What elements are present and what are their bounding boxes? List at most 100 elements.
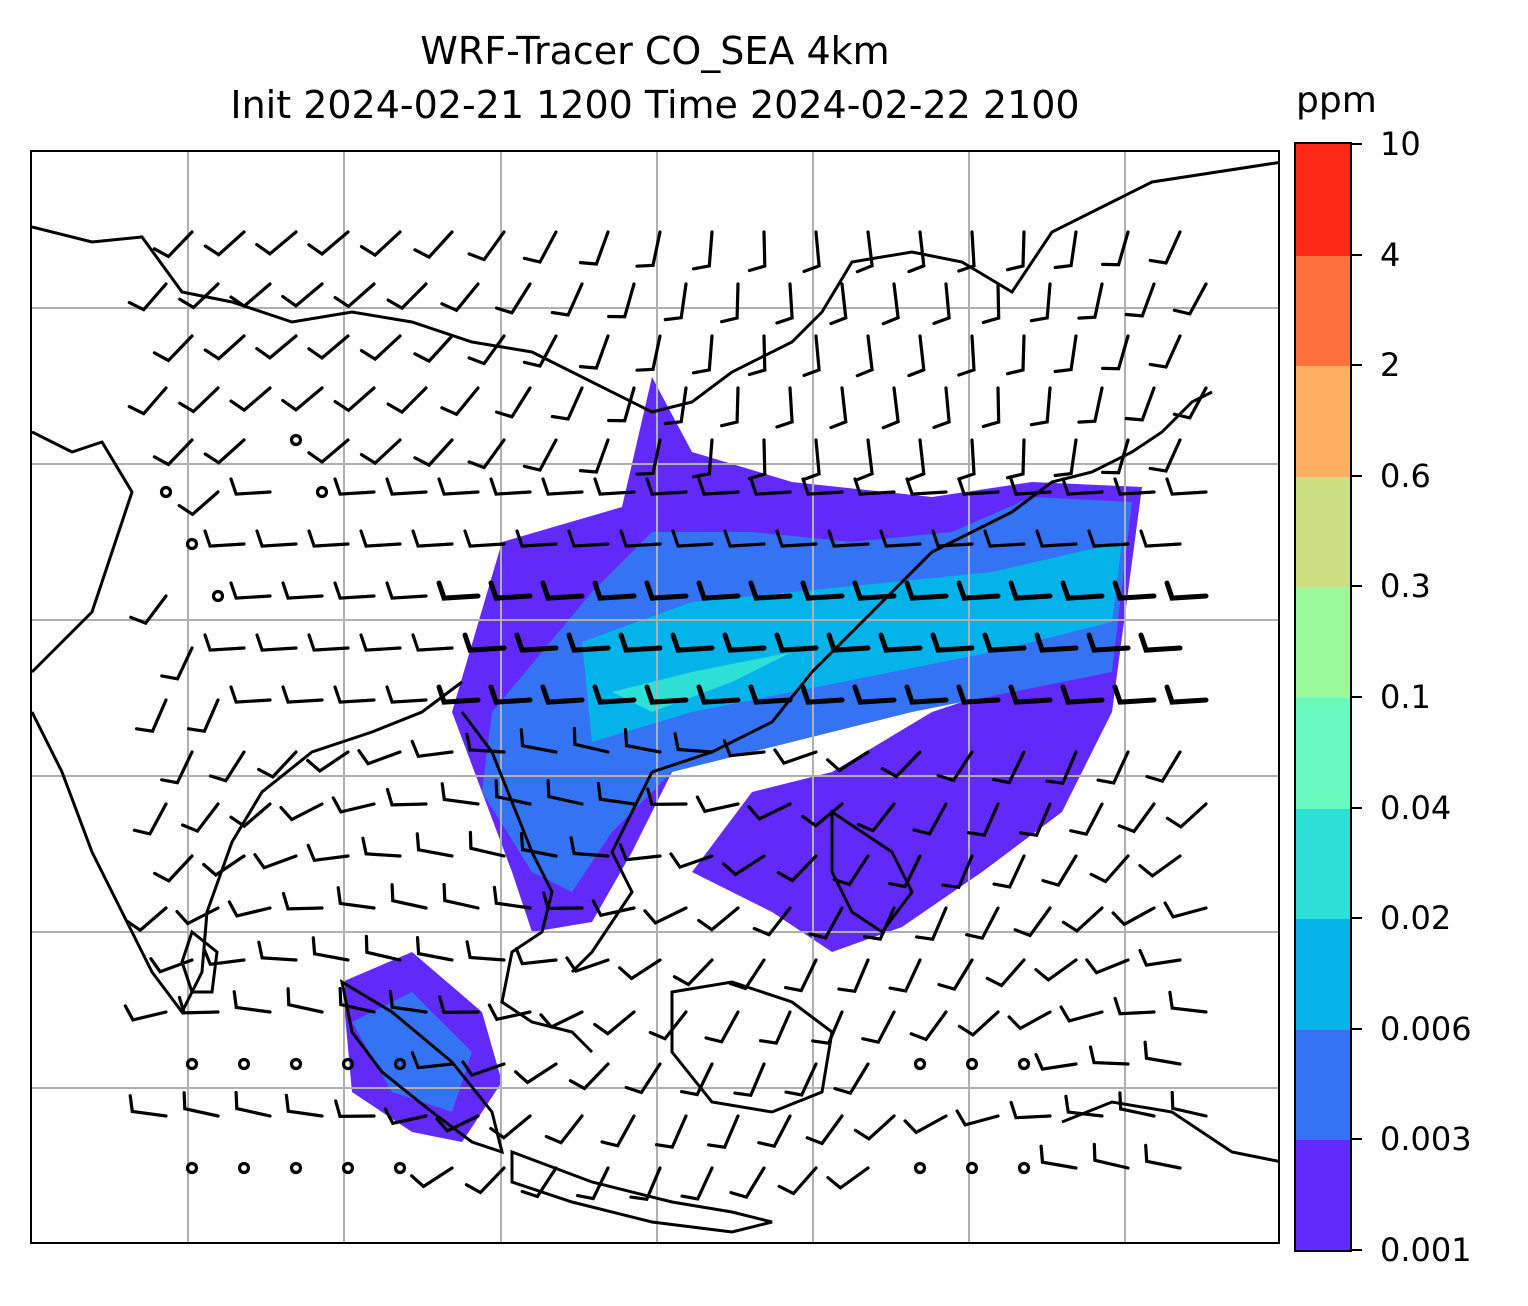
wind-barb <box>932 282 951 325</box>
wind-barb <box>618 632 663 653</box>
calm-circle <box>185 537 199 551</box>
wind-barb <box>178 386 220 414</box>
colorbar-tick <box>1352 1138 1362 1141</box>
wind-barb <box>522 334 558 368</box>
coastline-west <box>32 430 134 674</box>
colorbar-segment <box>1296 586 1350 698</box>
wind-barb <box>542 891 584 911</box>
wind-barb <box>411 633 454 652</box>
wind-barb <box>592 684 637 705</box>
wind-barb <box>435 1114 480 1133</box>
wind-barb <box>907 230 926 274</box>
wind-barb <box>593 477 636 496</box>
wind-barb <box>540 580 585 601</box>
wind-barb <box>514 1062 558 1085</box>
wind-barb <box>578 438 610 474</box>
wind-barb <box>567 529 610 548</box>
wind-barb <box>359 633 402 652</box>
wind-barb <box>494 779 532 806</box>
wind-barb <box>936 750 974 783</box>
wind-barb <box>957 477 1000 496</box>
wind-barb <box>758 1010 792 1045</box>
wind-barb <box>1117 802 1156 834</box>
wind-barb <box>643 906 688 925</box>
wind-barb <box>1170 1090 1208 1118</box>
wind-barb <box>410 1166 454 1189</box>
wind-barb <box>1148 230 1182 265</box>
wind-barb <box>234 1091 272 1118</box>
wind-barb <box>572 726 610 754</box>
wind-barb <box>307 334 350 361</box>
calm-circle <box>341 1057 355 1071</box>
wind-barb <box>1007 1010 1052 1031</box>
wind-barb <box>903 1114 948 1135</box>
wind-barb <box>202 854 246 878</box>
wind-barb <box>522 438 558 472</box>
coastline-srilanka <box>180 929 219 994</box>
wind-barb <box>1101 438 1130 475</box>
wind-barb <box>1139 529 1182 548</box>
wind-barb <box>442 883 480 910</box>
wind-barb <box>1008 684 1053 705</box>
wind-barb <box>1008 580 1053 601</box>
wind-barb <box>203 438 246 465</box>
wind-barb <box>722 854 766 877</box>
wind-barb <box>386 386 428 415</box>
wind-barb <box>281 386 324 412</box>
wind-barb <box>775 282 794 325</box>
wind-barb <box>541 477 584 496</box>
wind-barb <box>805 1114 844 1146</box>
colorbar-segment <box>1296 365 1350 477</box>
colorbar-tick <box>1352 143 1362 145</box>
wind-barb <box>229 386 272 413</box>
wind-barb <box>467 334 506 366</box>
wind-barb <box>539 1010 584 1029</box>
coastline-indochina <box>460 711 594 1054</box>
wind-barb <box>489 1114 532 1140</box>
wind-barb <box>1019 802 1052 837</box>
wind-barb <box>747 438 767 481</box>
wind-barb <box>465 732 506 754</box>
wind-barb <box>152 334 194 363</box>
colorbar-tick-label: 0.001 <box>1380 1231 1472 1269</box>
calm-circle <box>289 1057 303 1071</box>
wind-barb <box>800 684 845 705</box>
wind-barb <box>1087 529 1130 548</box>
wind-barb <box>802 334 821 377</box>
wind-barb <box>1092 1142 1130 1170</box>
wind-barb <box>575 1166 610 1201</box>
wind-barb <box>1124 386 1156 422</box>
colorbar-segment <box>1296 697 1350 809</box>
calm-circle <box>185 1057 199 1071</box>
wind-barb <box>697 906 740 932</box>
wind-barb <box>909 1010 948 1042</box>
wind-barb <box>720 386 740 428</box>
wind-barb <box>127 386 168 416</box>
wind-barb <box>281 282 324 308</box>
wind-barb <box>132 802 168 836</box>
wind-barb <box>991 750 1026 785</box>
wind-barb <box>1138 948 1182 967</box>
wind-barb <box>544 1114 584 1145</box>
wind-barb <box>333 685 376 704</box>
wind-barb <box>673 732 714 754</box>
wind-barb <box>932 386 951 429</box>
wind-barb <box>1034 958 1078 982</box>
wind-barb <box>829 282 848 326</box>
wind-barb <box>635 438 662 476</box>
map-panel <box>30 150 1280 1244</box>
wind-barb <box>1013 906 1052 938</box>
wind-barb <box>410 1051 454 1070</box>
wind-barb <box>255 230 298 256</box>
calm-circle <box>965 1057 979 1071</box>
colorbar-tick-label: 10 <box>1380 125 1421 163</box>
wind-barb <box>618 843 662 862</box>
wind-barb <box>160 646 194 681</box>
wind-barb <box>855 230 874 274</box>
wind-barb <box>123 1004 168 1022</box>
colorbar-tick-label: 2 <box>1380 346 1401 385</box>
wind-barb <box>160 750 194 785</box>
calm-circle <box>393 1057 407 1071</box>
colorbar-tick-label: 0.006 <box>1380 1009 1472 1048</box>
wind-barb <box>1086 632 1131 653</box>
